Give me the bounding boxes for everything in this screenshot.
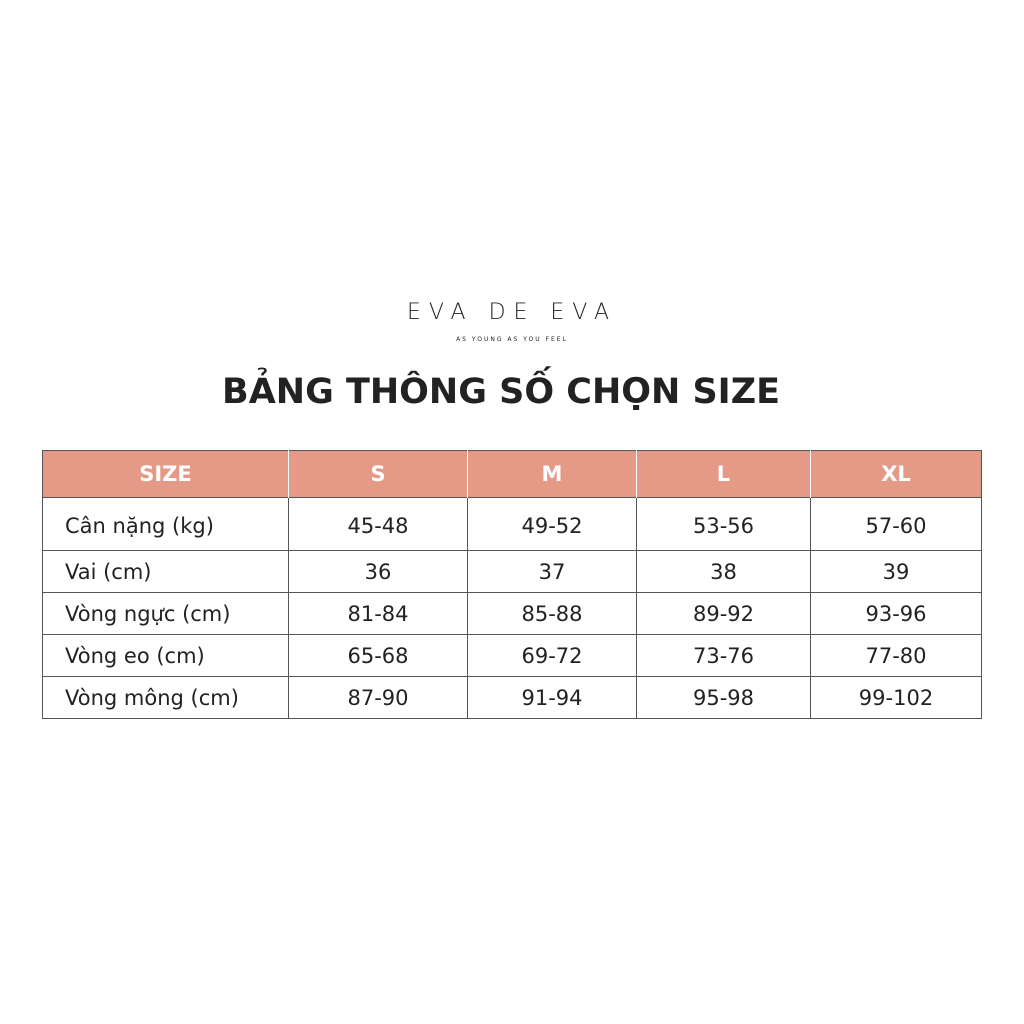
title: BẢNG THÔNG SỐ CHỌN SIZE bbox=[222, 372, 780, 412]
value-cell: 37 bbox=[467, 550, 637, 593]
table-row: Vòng mông (cm) 87-90 91-94 95-98 99-102 bbox=[42, 676, 982, 719]
brand-name: EVA DE EVA bbox=[406, 300, 617, 325]
value-cell: 99-102 bbox=[810, 676, 982, 719]
header-row: SIZE S M L XL bbox=[42, 450, 982, 498]
value-cell: 93-96 bbox=[810, 592, 982, 635]
header-cell: S bbox=[288, 450, 468, 498]
row-label: Cân nặng (kg) bbox=[42, 497, 289, 551]
value-cell: 91-94 bbox=[467, 676, 637, 719]
value-cell: 87-90 bbox=[288, 676, 468, 719]
table-row: Cân nặng (kg) 45-48 49-52 53-56 57-60 bbox=[42, 497, 982, 551]
value-cell: 39 bbox=[810, 550, 982, 593]
table-row: Vòng ngực (cm) 81-84 85-88 89-92 93-96 bbox=[42, 592, 982, 635]
row-label: Vai (cm) bbox=[42, 550, 289, 593]
row-label: Vòng eo (cm) bbox=[42, 634, 289, 677]
table-row: Vai (cm) 36 37 38 39 bbox=[42, 550, 982, 593]
value-cell: 57-60 bbox=[810, 497, 982, 551]
header-cell: XL bbox=[810, 450, 982, 498]
value-cell: 49-52 bbox=[467, 497, 637, 551]
value-cell: 77-80 bbox=[810, 634, 982, 677]
value-cell: 85-88 bbox=[467, 592, 637, 635]
value-cell: 69-72 bbox=[467, 634, 637, 677]
value-cell: 95-98 bbox=[636, 676, 811, 719]
value-cell: 65-68 bbox=[288, 634, 468, 677]
header-cell: L bbox=[636, 450, 811, 498]
value-cell: 89-92 bbox=[636, 592, 811, 635]
value-cell: 73-76 bbox=[636, 634, 811, 677]
value-cell: 36 bbox=[288, 550, 468, 593]
table-row: Vòng eo (cm) 65-68 69-72 73-76 77-80 bbox=[42, 634, 982, 677]
size-table: SIZE S M L XL Cân nặng (kg) 45-48 49-52 53-56 57… bbox=[42, 450, 982, 719]
brand-tagline: AS YOUNG AS YOU FEEL bbox=[456, 336, 568, 343]
value-cell: 81-84 bbox=[288, 592, 468, 635]
value-cell: 45-48 bbox=[288, 497, 468, 551]
header-cell: SIZE bbox=[42, 450, 289, 498]
header-cell: M bbox=[467, 450, 637, 498]
value-cell: 53-56 bbox=[636, 497, 811, 551]
value-cell: 38 bbox=[636, 550, 811, 593]
row-label: Vòng mông (cm) bbox=[42, 676, 289, 719]
row-label: Vòng ngực (cm) bbox=[42, 592, 289, 635]
